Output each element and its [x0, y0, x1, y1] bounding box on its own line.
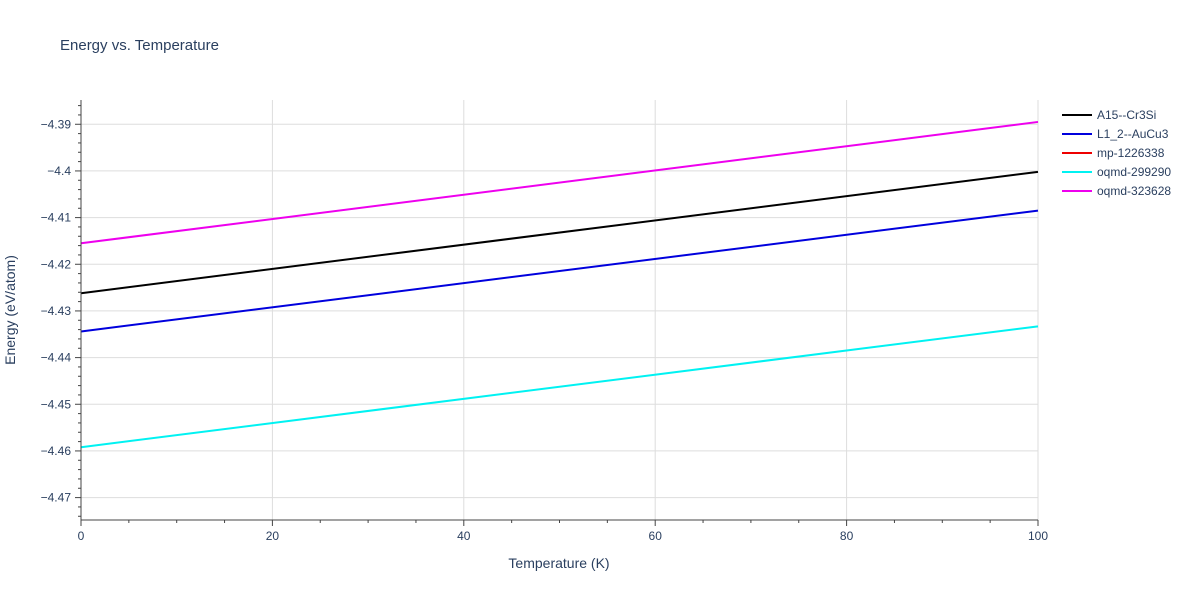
legend[interactable]: A15--Cr3Si L1_2--AuCu3 mp-1226338 oqmd-2992…: [1062, 108, 1171, 198]
series-line-oqmd-323628: [80, 120, 1039, 245]
series-line-A15--Cr3Si: [80, 170, 1039, 295]
legend-label: oqmd-323628: [1097, 184, 1171, 198]
legend-item-L1_2--AuCu3[interactable]: L1_2--AuCu3: [1062, 127, 1169, 141]
y-tick-label: −4.46: [41, 444, 72, 458]
series-line-L1_2--AuCu3: [80, 209, 1039, 333]
chart-title: Energy vs. Temperature: [60, 37, 219, 54]
y-tick-label: −4.47: [41, 491, 72, 505]
y-tick-label: −4.4: [47, 164, 71, 178]
y-axis-title: Energy (eV/atom): [2, 255, 18, 365]
y-tick-label: −4.41: [41, 211, 72, 225]
y-tick-label: −4.44: [41, 351, 72, 365]
x-tick-label: 100: [1028, 529, 1048, 543]
x-tick-label: 20: [266, 529, 280, 543]
x-axis-title: Temperature (K): [508, 555, 609, 571]
y-tick-label: −4.43: [41, 304, 72, 318]
x-tick-label: 80: [840, 529, 854, 543]
legend-item-A15--Cr3Si[interactable]: A15--Cr3Si: [1062, 108, 1156, 122]
legend-label: L1_2--AuCu3: [1097, 127, 1169, 141]
x-tick-label: 60: [649, 529, 663, 543]
y-tick-label: −4.42: [41, 257, 72, 271]
y-tick-label: −4.45: [41, 397, 72, 411]
plot-series: [80, 120, 1039, 449]
legend-label: A15--Cr3Si: [1097, 108, 1156, 122]
legend-label: mp-1226338: [1097, 146, 1165, 160]
legend-item-oqmd-299290[interactable]: oqmd-299290: [1062, 165, 1171, 179]
legend-label: oqmd-299290: [1097, 165, 1171, 179]
legend-item-mp-1226338[interactable]: mp-1226338: [1062, 146, 1165, 160]
grid: [81, 100, 1039, 520]
x-tick-label: 0: [78, 529, 85, 543]
series-line-oqmd-299290: [80, 325, 1039, 449]
legend-item-oqmd-323628[interactable]: oqmd-323628: [1062, 184, 1171, 198]
y-tick-label: −4.39: [41, 117, 72, 131]
axes: 0 20 40 60 80 100 −4.47 −4.46 −4.45 −4.44 −4.43 −4.…: [41, 100, 1048, 543]
x-tick-label: 40: [457, 529, 471, 543]
